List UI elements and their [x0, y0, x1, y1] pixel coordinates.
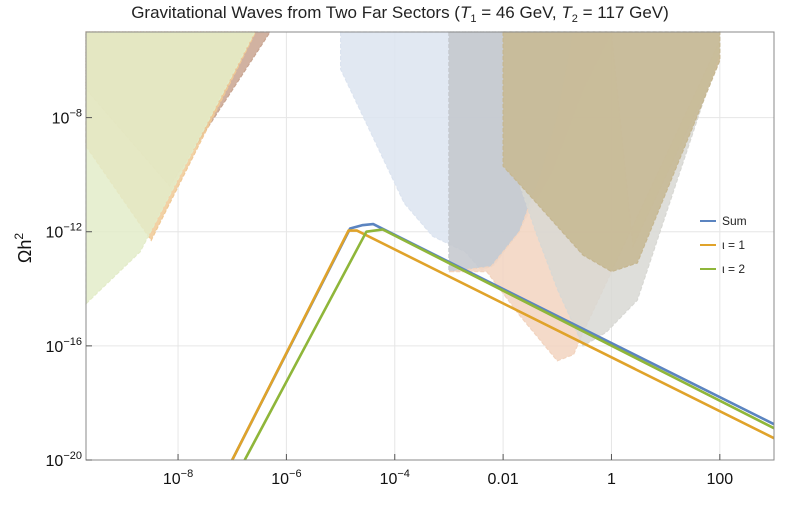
x-tick-label: 1	[607, 471, 616, 488]
plot-frame	[85, 31, 775, 461]
series-lines	[231, 222, 775, 461]
axis-ticks: 10−8 10−6 10−4 0.01 1 100 10−8 10−12 10−16 10−20	[46, 108, 734, 488]
legend-label: ι = 2	[722, 262, 745, 276]
x-tick-label: 10−4	[380, 468, 410, 488]
y-tick-label: 10−8	[52, 108, 82, 128]
y-axis-label: Ωh2	[12, 233, 35, 263]
chart-title: Gravitational Waves from Two Far Sectors…	[131, 3, 669, 25]
series-line-2	[231, 229, 775, 461]
x-tick-label: 0.01	[488, 471, 519, 488]
legend-label: Sum	[722, 214, 747, 228]
series-line-3	[243, 228, 775, 461]
x-tick-label: 10−6	[271, 468, 301, 488]
sensitivity-region-3	[85, 31, 256, 306]
x-tick-label: 10−8	[163, 468, 193, 488]
legend-label: ι = 1	[722, 238, 745, 252]
x-tick-label: 100	[706, 471, 733, 488]
y-tick-label: 10−20	[46, 450, 82, 470]
y-tick-label: 10−16	[46, 336, 82, 356]
sensitivity-regions	[85, 31, 721, 362]
legend: Sum ι = 1 ι = 2	[700, 214, 747, 276]
y-tick-label: 10−12	[46, 222, 82, 242]
sensitivity-region-8	[502, 31, 721, 273]
